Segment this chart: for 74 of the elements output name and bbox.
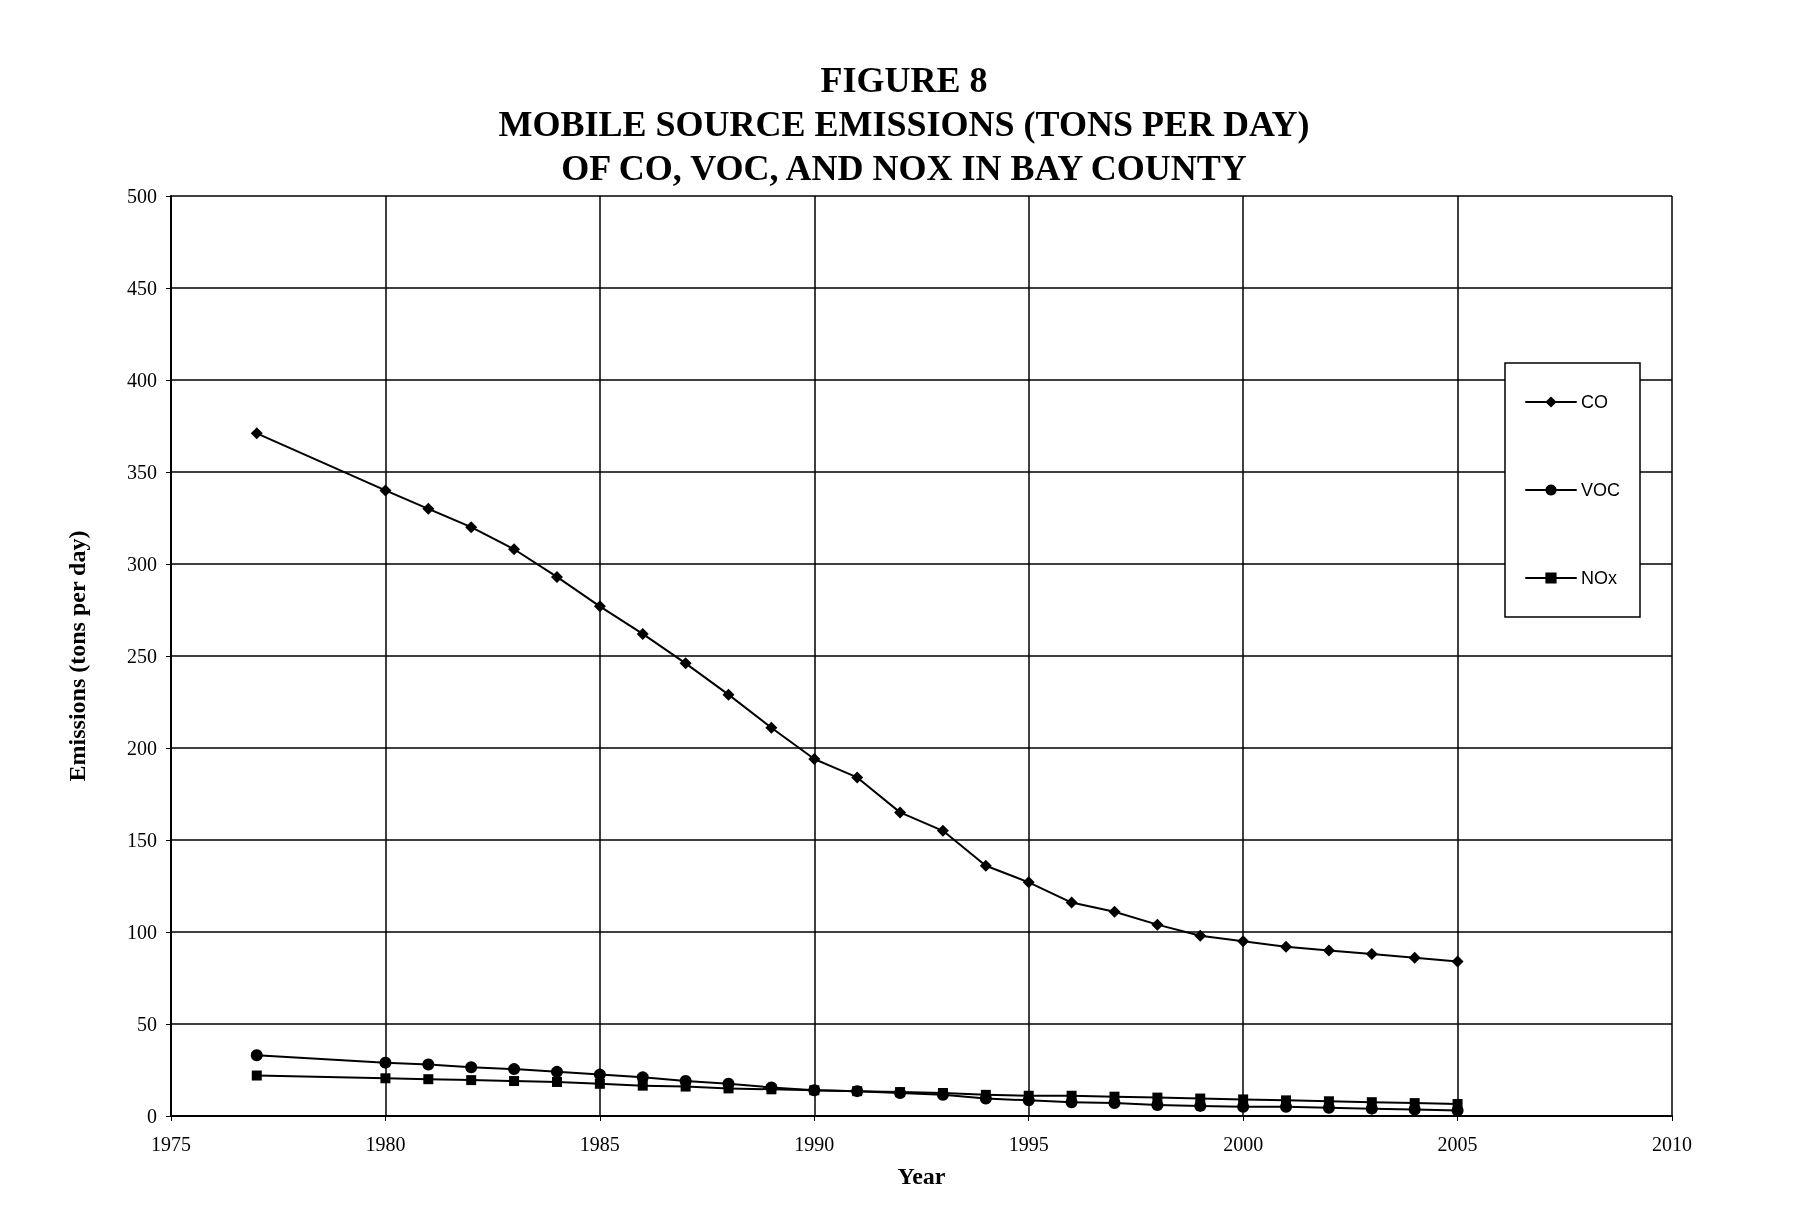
y-tick-label: 200 — [127, 737, 157, 759]
x-tick-label: 2000 — [1223, 1133, 1264, 1155]
legend-label: NOx — [1580, 568, 1617, 588]
point — [936, 824, 949, 837]
point — [251, 1070, 262, 1081]
point — [594, 1078, 605, 1089]
point — [423, 1074, 434, 1085]
point — [1109, 1091, 1120, 1102]
point — [250, 1049, 263, 1062]
point — [422, 502, 435, 515]
point — [551, 1076, 562, 1087]
x-tick-label: 1995 — [1008, 1133, 1049, 1155]
point — [550, 570, 563, 583]
legend-label: VOC — [1580, 480, 1621, 500]
point — [1280, 940, 1293, 953]
point — [637, 1080, 648, 1091]
x-tick-label: 1975 — [151, 1133, 191, 1155]
point — [1365, 948, 1378, 961]
y-tick-label: 350 — [127, 461, 157, 483]
point — [1022, 876, 1035, 889]
point — [593, 600, 606, 613]
x-tick-label: 2005 — [1437, 1133, 1478, 1155]
point — [1151, 918, 1164, 931]
y-tick-label: 250 — [127, 645, 157, 667]
y-tick-label: 100 — [127, 921, 157, 943]
x-axis-title: Year — [897, 1163, 946, 1189]
point — [636, 627, 649, 640]
point — [1408, 951, 1421, 964]
point — [894, 806, 907, 819]
point — [550, 1065, 563, 1078]
point — [250, 427, 263, 440]
point — [1238, 1094, 1249, 1105]
point — [1066, 1090, 1077, 1101]
point — [1237, 935, 1250, 948]
y-tick-label: 0 — [147, 1105, 157, 1127]
point — [465, 521, 478, 534]
y-tick-label: 50 — [137, 1013, 157, 1035]
point — [379, 1056, 392, 1069]
x-tick-label: 1985 — [579, 1133, 620, 1155]
point — [509, 1076, 520, 1087]
y-axis-title: Emissions (tons per day) — [64, 530, 90, 782]
point — [979, 859, 992, 872]
point — [722, 688, 735, 701]
point — [508, 1063, 521, 1076]
point — [380, 1073, 391, 1084]
point — [765, 721, 778, 734]
y-tick-label: 450 — [127, 277, 157, 299]
y-tick-label: 150 — [127, 829, 157, 851]
point — [679, 657, 692, 670]
point — [1366, 1097, 1377, 1108]
point — [1451, 955, 1464, 968]
point — [465, 1061, 478, 1074]
point — [1323, 1096, 1334, 1107]
point — [1152, 1092, 1163, 1103]
point — [1194, 929, 1207, 942]
point — [422, 1058, 435, 1071]
point — [1108, 905, 1121, 918]
legend-label: CO — [1580, 392, 1608, 412]
point — [808, 753, 821, 766]
point — [851, 771, 864, 784]
point — [508, 543, 521, 556]
x-tick-label: 1990 — [794, 1133, 835, 1155]
y-tick-label: 300 — [127, 553, 157, 575]
point — [466, 1075, 477, 1086]
point — [1195, 1093, 1206, 1104]
x-tick-label: 1980 — [365, 1133, 406, 1155]
y-tick-label: 500 — [127, 185, 157, 207]
y-tick-label: 400 — [127, 369, 157, 391]
point — [1322, 944, 1335, 957]
point — [1065, 896, 1078, 909]
x-tick-label: 2010 — [1652, 1133, 1692, 1155]
point — [1409, 1098, 1420, 1109]
point — [379, 484, 392, 497]
chart-title: FIGURE 8 MOBILE SOURCE EMISSIONS (TONS PER DAY) OF CO, VOC, AND NOX IN BAY COUNTY — [498, 60, 1310, 188]
